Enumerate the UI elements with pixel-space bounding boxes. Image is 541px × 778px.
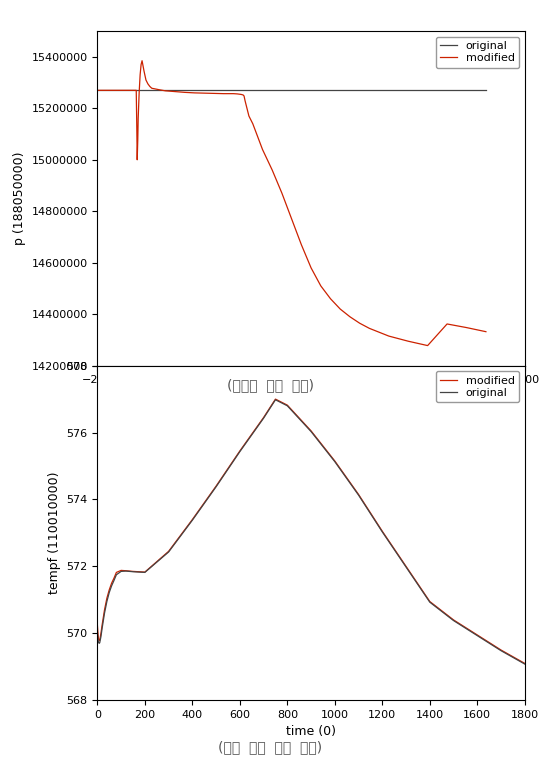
original (450, 616, 457, 626)
original (95, 636, 101, 645)
modified (522, 659, 528, 668)
modified (142, 567, 148, 576)
modified (424, 341, 431, 350)
original (355, 490, 362, 499)
original (99, 624, 105, 633)
modified (332, 457, 338, 466)
original (98, 632, 104, 641)
original (213, 482, 219, 492)
original (104, 597, 110, 606)
modified (213, 482, 219, 491)
modified (135, 114, 141, 123)
original (101, 608, 108, 618)
modified (182, 88, 188, 97)
modified (379, 527, 386, 536)
original (123, 566, 129, 576)
original (522, 660, 528, 669)
Text: (가압기  압력  비교): (가압기 압력 비교) (227, 378, 314, 392)
Text: (노심  출구  온도  비교): (노심 출구 온도 비교) (219, 740, 322, 754)
original (308, 427, 314, 436)
original (474, 631, 480, 640)
modified (355, 490, 362, 499)
Legend: original, modified: original, modified (436, 37, 519, 68)
modified (248, 429, 255, 439)
Y-axis label: tempf (110010000): tempf (110010000) (48, 471, 61, 594)
modified (463, 323, 470, 332)
original (189, 516, 196, 525)
modified (99, 620, 105, 629)
Line: modified: modified (97, 399, 525, 664)
modified (94, 86, 101, 95)
modified (108, 579, 115, 588)
original (96, 639, 103, 648)
original (236, 447, 243, 457)
modified (140, 61, 146, 71)
original (113, 570, 120, 580)
Line: original: original (97, 400, 525, 664)
original (332, 457, 338, 466)
modified (403, 562, 410, 571)
original (272, 395, 279, 405)
modified (284, 401, 291, 410)
modified (144, 79, 151, 89)
modified (95, 630, 101, 640)
Legend: modified, original: modified, original (436, 371, 519, 402)
modified (308, 426, 314, 436)
modified (104, 594, 110, 603)
X-axis label: time (0): time (0) (286, 725, 336, 738)
modified (95, 635, 102, 644)
modified (94, 624, 101, 633)
original (108, 581, 115, 591)
original (111, 576, 117, 585)
original (96, 638, 103, 647)
modified (94, 620, 101, 629)
modified (106, 585, 113, 594)
modified (236, 447, 243, 456)
modified (166, 547, 172, 556)
modified (111, 573, 117, 583)
original (94, 630, 101, 640)
modified (118, 566, 124, 575)
modified (498, 646, 504, 655)
modified (386, 331, 392, 341)
original (118, 566, 124, 576)
original (284, 401, 291, 411)
original (379, 527, 386, 537)
modified (260, 413, 267, 422)
original (130, 567, 136, 576)
modified (483, 327, 489, 336)
modified (474, 630, 480, 640)
modified (98, 629, 104, 638)
original (403, 562, 410, 572)
modified (96, 636, 103, 645)
Y-axis label: p (188050000): p (188050000) (13, 152, 26, 245)
modified (123, 566, 129, 576)
modified (272, 394, 279, 404)
modified (101, 605, 108, 615)
modified (189, 515, 196, 524)
Line: modified: modified (97, 61, 486, 345)
original (248, 430, 255, 440)
original (498, 646, 504, 655)
original (94, 627, 101, 636)
modified (130, 566, 136, 576)
modified (96, 636, 103, 645)
modified (426, 597, 433, 606)
modified (113, 568, 120, 577)
original (106, 588, 113, 598)
original (426, 598, 433, 607)
original (142, 568, 148, 577)
modified (139, 56, 146, 65)
modified (450, 615, 457, 625)
original (166, 548, 172, 557)
original (260, 414, 267, 423)
X-axis label: time (0): time (0) (286, 391, 336, 404)
original (95, 638, 102, 647)
